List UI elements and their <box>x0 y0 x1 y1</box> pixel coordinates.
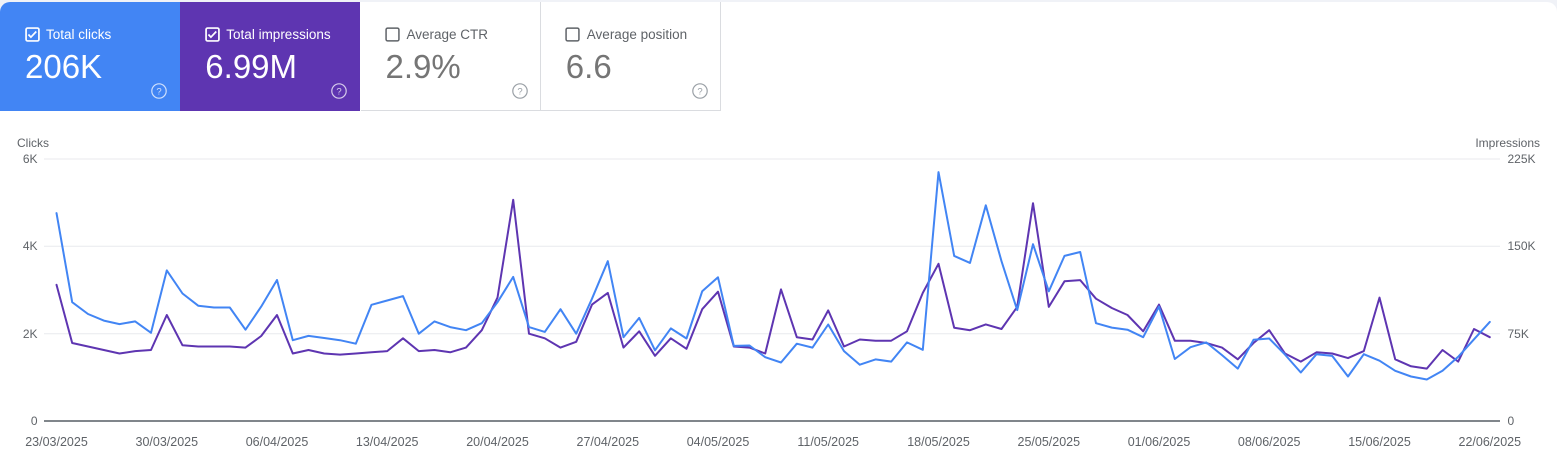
svg-text:?: ? <box>337 86 342 97</box>
svg-text:?: ? <box>517 86 522 97</box>
svg-text:?: ? <box>697 86 702 97</box>
svg-text:?: ? <box>156 86 161 97</box>
